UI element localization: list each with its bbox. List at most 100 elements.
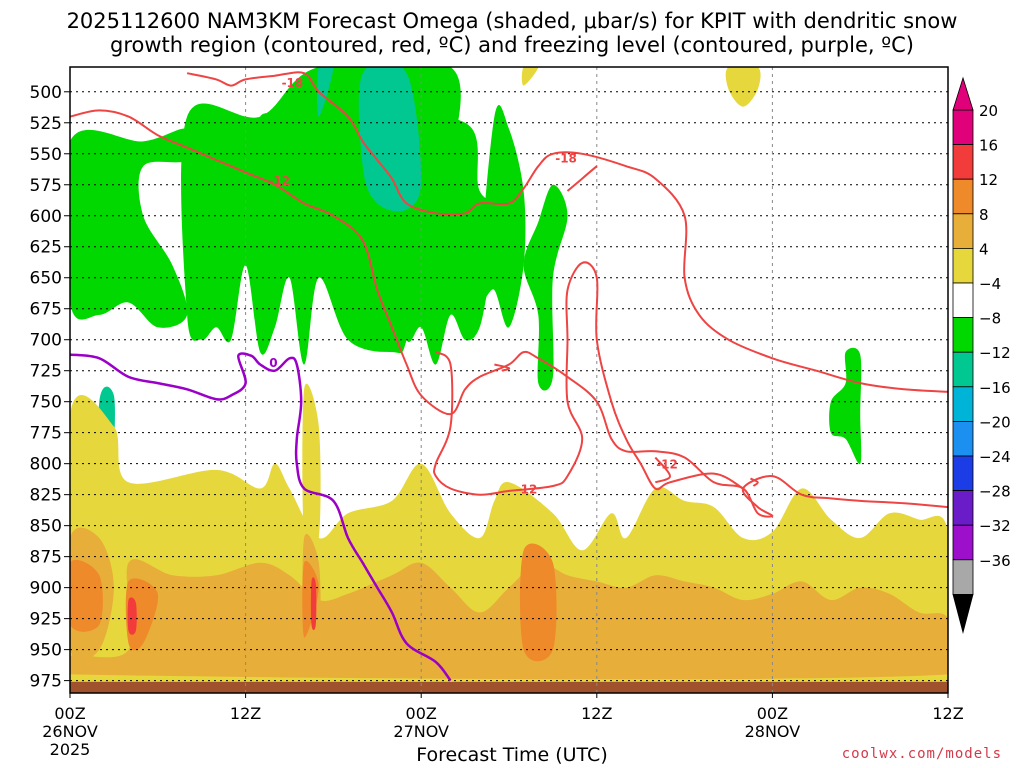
y-tick-label: 850 bbox=[30, 517, 62, 537]
colorbar-swatch bbox=[952, 109, 974, 145]
colorbar-bottom-arrow bbox=[952, 594, 974, 634]
y-tick-label: 700 bbox=[30, 331, 62, 351]
y-axis: 500 525 550 575 600 625 650 675 700 725 750 775 800 8… bbox=[30, 83, 70, 692]
colorbar-label: −28 bbox=[979, 483, 1011, 501]
x-tick-year: 2025 bbox=[50, 740, 91, 759]
y-tick-label: 900 bbox=[30, 579, 62, 599]
colorbar-swatch bbox=[952, 524, 974, 561]
omega-region-7 bbox=[358, 67, 422, 212]
y-tick-label: 750 bbox=[30, 393, 62, 413]
dgz-contour-1 bbox=[70, 109, 948, 518]
y-tick-label: 950 bbox=[30, 641, 62, 661]
colorbar-swatch bbox=[952, 213, 974, 249]
omega-region-12 bbox=[302, 383, 321, 555]
ground-strip bbox=[70, 681, 948, 693]
y-tick-label: 625 bbox=[30, 238, 62, 258]
dgz-contour-5 bbox=[566, 165, 598, 192]
omega-region-14 bbox=[521, 67, 539, 86]
contours: -18 -12 -18 -12 -12 0 bbox=[70, 71, 948, 682]
omega-region-6 bbox=[829, 347, 862, 465]
omega-region-22 bbox=[127, 597, 137, 635]
colorbar-label: −16 bbox=[979, 379, 1011, 397]
colorbar-label: −12 bbox=[979, 344, 1011, 362]
colorbar-swatch bbox=[952, 386, 974, 422]
y-tick-label: 875 bbox=[30, 548, 62, 568]
x-tick-label: 00Z bbox=[54, 704, 85, 723]
y-tick-label: 975 bbox=[30, 672, 62, 692]
omega-region-5 bbox=[523, 184, 568, 391]
dgz-contour-6 bbox=[494, 363, 511, 372]
colorbar-swatch bbox=[952, 420, 974, 457]
omega-region-8 bbox=[316, 67, 334, 117]
ground-bar bbox=[70, 681, 948, 693]
y-tick-label: 500 bbox=[30, 83, 62, 103]
colorbar: 20 16 12 8 4 −4 −8 −12 −16 −20 −24 −28 −32 −36 bbox=[952, 76, 1011, 634]
x-tick-label: 12Z bbox=[230, 704, 261, 723]
y-tick-label: 800 bbox=[30, 455, 62, 475]
colorbar-swatch bbox=[952, 351, 974, 388]
dgz-contour-label-2: -18 bbox=[555, 151, 577, 165]
colorbar-top-arrow bbox=[952, 76, 974, 111]
y-tick-label: 525 bbox=[30, 114, 62, 134]
freezing-contour-label: 0 bbox=[269, 356, 277, 370]
omega-region-2 bbox=[259, 112, 351, 216]
colorbar-swatch bbox=[952, 490, 974, 526]
y-tick-label: 650 bbox=[30, 269, 62, 289]
chart-title-line-2: growth region (contoured, red, ºC) and f… bbox=[110, 33, 914, 57]
dgz-contour-label-4: -12 bbox=[656, 458, 678, 472]
x-axis-label: Forecast Time (UTC) bbox=[416, 744, 608, 766]
y-tick-label: 775 bbox=[30, 424, 62, 444]
colorbar-label: −20 bbox=[979, 413, 1011, 431]
dgz-contour-0 bbox=[186, 71, 948, 393]
omega-region-23 bbox=[310, 577, 317, 631]
colorbar-label: −24 bbox=[979, 448, 1011, 466]
colorbar-swatch bbox=[952, 317, 974, 353]
colorbar-label: −32 bbox=[979, 517, 1011, 535]
y-tick-label: 725 bbox=[30, 362, 62, 382]
colorbar-swatch bbox=[952, 178, 974, 215]
colorbar-label: −4 bbox=[979, 275, 1001, 293]
colorbar-label: −8 bbox=[979, 310, 1001, 328]
colorbar-swatch bbox=[952, 559, 974, 595]
y-tick-label: 575 bbox=[30, 176, 62, 196]
colorbar-label: 8 bbox=[979, 206, 989, 224]
freezing-contour-0 bbox=[70, 352, 452, 682]
x-tick-label: 00Z bbox=[757, 704, 788, 723]
omega-region-4 bbox=[479, 105, 526, 328]
x-tick-day: 28NOV bbox=[745, 722, 801, 741]
colorbar-swatch bbox=[952, 144, 974, 180]
dgz-contour-4 bbox=[749, 477, 759, 487]
colorbar-swatch bbox=[952, 282, 974, 318]
omega-region-13 bbox=[725, 67, 761, 107]
colorbar-label: −36 bbox=[979, 552, 1011, 570]
y-tick-label: 825 bbox=[30, 486, 62, 506]
dgz-contour-label-3: -12 bbox=[516, 482, 538, 496]
y-tick-label: 600 bbox=[30, 207, 62, 227]
credit-link[interactable]: coolwx.com/models bbox=[841, 746, 1002, 762]
x-tick-day: 26NOV bbox=[42, 722, 98, 741]
colorbar-label: 20 bbox=[979, 102, 998, 120]
y-tick-label: 925 bbox=[30, 610, 62, 630]
colorbar-swatch bbox=[952, 455, 974, 491]
dgz-contour-3 bbox=[654, 456, 672, 484]
dgz-contour-label-0: -18 bbox=[282, 76, 304, 90]
x-tick-day: 27NOV bbox=[393, 722, 449, 741]
chart-title-line-1: 2025112600 NAM3KM Forecast Omega (shaded… bbox=[66, 9, 958, 33]
grid-lines bbox=[70, 67, 948, 693]
colorbar-label: 4 bbox=[979, 240, 989, 258]
x-tick-label: 12Z bbox=[932, 704, 963, 723]
plot-frame bbox=[69, 66, 949, 694]
colorbar-label: 12 bbox=[979, 171, 998, 189]
omega-region-18 bbox=[70, 559, 103, 632]
x-tick-label: 12Z bbox=[581, 704, 612, 723]
omega-region-21 bbox=[520, 543, 557, 662]
x-tick-label: 00Z bbox=[406, 704, 437, 723]
dgz-contour-label-1: -12 bbox=[268, 174, 290, 188]
omega-region-16 bbox=[70, 559, 948, 680]
colorbar-label: 16 bbox=[979, 137, 998, 155]
dgz-contour-2 bbox=[433, 261, 744, 496]
y-tick-label: 675 bbox=[30, 300, 62, 320]
y-tick-label: 550 bbox=[30, 145, 62, 165]
